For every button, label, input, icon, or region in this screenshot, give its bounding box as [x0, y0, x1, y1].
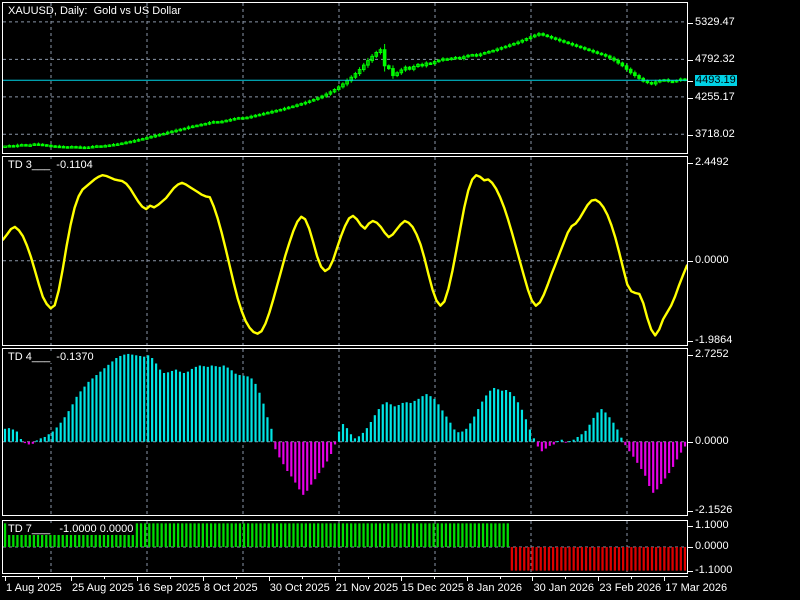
- axis-tick: [688, 60, 693, 62]
- axis-tick: [688, 441, 693, 443]
- date-axis-label: 21 Nov 2025: [335, 582, 399, 594]
- date-axis-label: 30 Oct 2025: [269, 582, 330, 594]
- axis-tick: [688, 22, 693, 24]
- date-axis-label: 23 Feb 2026: [599, 582, 662, 594]
- axis-tick: [688, 135, 693, 137]
- td4-y-label: 0.0000: [695, 434, 729, 447]
- price-chart-panel[interactable]: XAUUSD, Daily: Gold vs US Dollar: [2, 2, 688, 154]
- date-axis-line: [2, 576, 688, 577]
- date-axis-minor-tick: [169, 576, 171, 579]
- td7-plot-area[interactable]: [3, 521, 687, 573]
- date-axis-tick: [5, 576, 7, 581]
- axis-tick: [688, 163, 693, 164]
- td7-y-label: 0.0000: [695, 540, 729, 552]
- axis-tick: [688, 526, 693, 527]
- price-y-label: 5329.47: [695, 15, 735, 28]
- td7-y-axis[interactable]: 1.1000 0.0000 -1.1000: [688, 520, 798, 578]
- price-plot-area[interactable]: [3, 3, 687, 153]
- date-axis-minor-tick: [301, 576, 303, 579]
- td4-label: TD 4___ -0.1370: [7, 351, 95, 363]
- price-y-axis[interactable]: 5329.47 4792.32 4255.17 3718.02 4493.19: [688, 2, 798, 154]
- price-y-label: 4255.17: [695, 90, 735, 103]
- td7-indicator-panel[interactable]: TD 7___ -1.0000 0.0000: [2, 520, 688, 574]
- axis-tick: [688, 97, 693, 99]
- td4-histogram: [3, 349, 687, 515]
- axis-tick: [688, 355, 693, 356]
- td4-plot-area[interactable]: [3, 349, 687, 515]
- date-axis-tick: [70, 576, 72, 581]
- price-candles: [3, 3, 687, 153]
- date-axis-tick: [532, 576, 534, 581]
- axis-tick: [688, 81, 693, 83]
- td4-y-label: -2.1526: [695, 504, 733, 516]
- td7-y-label: -1.1000: [695, 564, 733, 576]
- date-axis-minor-tick: [235, 576, 237, 579]
- date-axis-tick: [598, 576, 600, 581]
- date-axis-label: 17 Mar 2026: [665, 582, 728, 594]
- td7-y-label: 1.1000: [695, 519, 729, 531]
- chart-title: XAUUSD, Daily: Gold vs US Dollar: [8, 5, 181, 17]
- date-axis-minor-tick: [499, 576, 501, 579]
- date-axis-minor-tick: [565, 576, 567, 579]
- axis-tick: [688, 511, 693, 512]
- date-axis[interactable]: 1 Aug 2025 25 Aug 2025 16 Sep 2025 8 Oct 20…: [2, 576, 727, 598]
- td7-histogram: [3, 521, 687, 573]
- date-axis-label: 16 Sep 2025: [137, 582, 201, 594]
- td4-y-label: 2.7252: [695, 348, 729, 360]
- td3-line: [3, 157, 687, 345]
- price-y-label: 4792.32: [695, 53, 735, 66]
- date-axis-minor-tick: [631, 576, 633, 579]
- date-axis-tick: [400, 576, 402, 581]
- date-axis-label: 15 Dec 2025: [401, 582, 465, 594]
- td3-y-axis[interactable]: 2.4492 0.0000 -1.9864: [688, 156, 798, 346]
- axis-tick: [688, 260, 693, 262]
- price-y-label: 4493.19: [695, 74, 737, 87]
- price-y-label: 3718.02: [695, 128, 735, 141]
- date-axis-minor-tick: [433, 576, 435, 579]
- axis-tick: [688, 547, 693, 548]
- axis-tick: [688, 571, 693, 572]
- date-axis-tick: [664, 576, 666, 581]
- date-axis-tick: [334, 576, 336, 581]
- td7-label: TD 7___ -1.0000 0.0000: [7, 523, 135, 535]
- td3-plot-area[interactable]: [3, 157, 687, 345]
- date-axis-tick: [268, 576, 270, 581]
- date-axis-minor-tick: [38, 576, 40, 579]
- date-axis-label: 30 Jan 2026: [533, 582, 595, 594]
- axis-tick: [688, 341, 693, 342]
- date-axis-minor-tick: [103, 576, 105, 579]
- td3-y-label: 0.0000: [695, 253, 729, 266]
- td3-y-label: -1.9864: [695, 334, 733, 346]
- td4-y-axis[interactable]: 2.7252 0.0000 -2.1526: [688, 348, 798, 516]
- date-axis-tick: [136, 576, 138, 581]
- date-axis-tick: [466, 576, 468, 581]
- date-axis-label: 1 Aug 2025: [6, 582, 62, 594]
- td3-indicator-panel[interactable]: TD 3___ -0.1104: [2, 156, 688, 346]
- td3-label: TD 3___ -0.1104: [7, 159, 94, 171]
- td4-indicator-panel[interactable]: TD 4___ -0.1370: [2, 348, 688, 516]
- date-axis-label: 25 Aug 2025: [71, 582, 134, 594]
- date-axis-minor-tick: [367, 576, 369, 579]
- td3-y-label: 2.4492: [695, 156, 729, 168]
- date-axis-label: 8 Oct 2025: [203, 582, 258, 594]
- date-axis-label: 8 Jan 2026: [467, 582, 522, 594]
- date-axis-tick: [202, 576, 204, 581]
